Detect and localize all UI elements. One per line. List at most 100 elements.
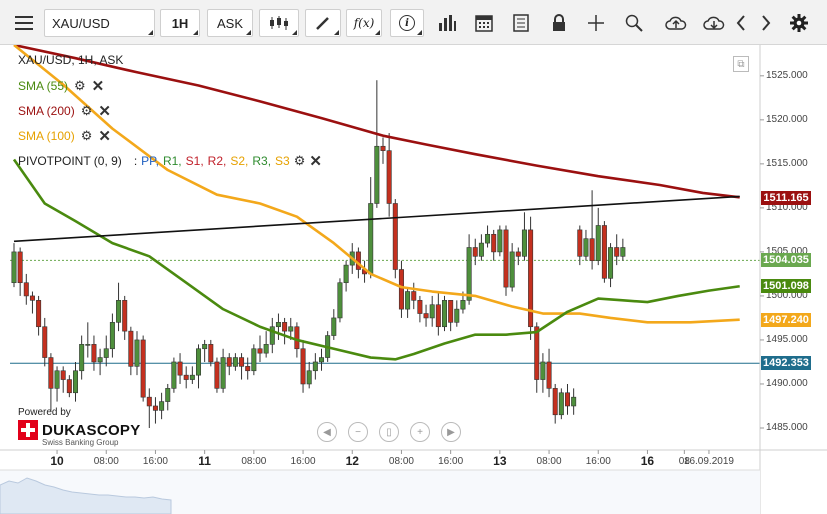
candle-body bbox=[226, 357, 232, 367]
gear-icon[interactable]: ⚙ bbox=[74, 78, 86, 93]
candle-body bbox=[85, 344, 91, 346]
close-icon[interactable]: ✕ bbox=[98, 103, 111, 120]
volume-button[interactable] bbox=[432, 9, 462, 37]
candle-body bbox=[122, 300, 128, 332]
candle-body bbox=[17, 251, 23, 284]
candle-body bbox=[589, 238, 595, 262]
zoom-in-icon[interactable]: + bbox=[410, 422, 430, 442]
candle-body bbox=[398, 269, 404, 310]
candle-body bbox=[386, 150, 392, 204]
upload-button[interactable] bbox=[658, 9, 694, 37]
hamburger-menu-icon[interactable] bbox=[10, 9, 38, 37]
scroll-left-icon[interactable]: ◀ bbox=[317, 422, 337, 442]
candle-body bbox=[435, 304, 441, 328]
pivot-s2: S2, bbox=[230, 154, 249, 168]
indicator-button[interactable]: f(x) bbox=[346, 9, 382, 37]
legend-sma-100[interactable]: SMA (100) ⚙ ✕ bbox=[18, 127, 111, 145]
zoom-button[interactable] bbox=[619, 9, 649, 37]
scroll-forward-button[interactable] bbox=[756, 9, 776, 37]
gear-icon[interactable]: ⚙ bbox=[293, 153, 306, 168]
candle-body bbox=[152, 405, 158, 411]
reset-icon[interactable]: ▯ bbox=[379, 422, 399, 442]
candle-body bbox=[478, 242, 484, 257]
candle-body bbox=[411, 291, 417, 301]
candle-body bbox=[288, 326, 294, 332]
price-tick-label: 1520.000 bbox=[766, 113, 808, 125]
candle-body bbox=[208, 344, 214, 363]
close-icon[interactable]: ✕ bbox=[91, 78, 105, 95]
chart-type-icon bbox=[270, 16, 288, 30]
legend-pivotpoint[interactable]: PIVOTPOINT (0, 9) : PP, R1, S1, R2, S2, … bbox=[18, 152, 322, 170]
candle-body bbox=[380, 145, 386, 151]
candle-body bbox=[374, 145, 380, 204]
price-tag: 1492.353 bbox=[761, 356, 811, 371]
candle-body bbox=[239, 357, 245, 367]
price-tick-label: 1505.000 bbox=[766, 245, 808, 257]
candle-body bbox=[601, 225, 607, 279]
candle-body bbox=[140, 339, 146, 398]
candle-body bbox=[183, 374, 189, 380]
legend-separator: : bbox=[133, 154, 138, 168]
time-tick-label: 08:00 bbox=[241, 456, 267, 467]
candle-body bbox=[42, 326, 48, 358]
candle-body bbox=[146, 396, 152, 407]
candle-body bbox=[429, 304, 435, 319]
news-button[interactable] bbox=[506, 9, 536, 37]
swiss-cross-icon bbox=[18, 420, 38, 440]
candle-body bbox=[300, 348, 306, 385]
symbol-selector[interactable]: XAU/USD bbox=[44, 9, 155, 37]
info-button[interactable]: i bbox=[390, 9, 424, 37]
candle-body bbox=[423, 313, 429, 319]
price-tick-label: 1490.000 bbox=[766, 377, 808, 389]
price-tag: 1504.035 bbox=[761, 253, 811, 268]
chart-panel[interactable]: XAU/USD, 1H, ASK SMA (55) ⚙ ✕ SMA (200) … bbox=[0, 45, 827, 514]
time-tick-label: 16:00 bbox=[438, 456, 464, 467]
candle-body bbox=[177, 361, 183, 376]
price-side-selector[interactable]: ASK bbox=[207, 9, 253, 37]
crosshair-button[interactable] bbox=[581, 9, 611, 37]
candle-body bbox=[503, 229, 509, 288]
legend-sma-200[interactable]: SMA (200) ⚙ ✕ bbox=[18, 102, 111, 120]
candle-body bbox=[620, 247, 626, 257]
scroll-right-icon[interactable]: ▶ bbox=[441, 422, 461, 442]
candle-body bbox=[91, 344, 97, 363]
candle-body bbox=[54, 370, 60, 389]
price-tag: 1511.165 bbox=[761, 190, 811, 205]
candle-body bbox=[564, 392, 570, 407]
chart-type-button[interactable] bbox=[259, 9, 299, 37]
dukascopy-logo[interactable]: DUKASCOPY Swiss Banking Group bbox=[18, 420, 141, 447]
candle-body bbox=[103, 348, 109, 358]
settings-button[interactable] bbox=[788, 9, 810, 37]
gear-icon[interactable]: ⚙ bbox=[80, 128, 93, 143]
candle-body bbox=[220, 357, 226, 389]
timeframe-selector[interactable]: 1H bbox=[160, 9, 200, 37]
calendar-button[interactable] bbox=[469, 9, 499, 37]
price-chart[interactable] bbox=[0, 45, 827, 514]
draw-button[interactable] bbox=[305, 9, 341, 37]
candle-body bbox=[312, 361, 318, 372]
time-tick-label: 16.09.2019 bbox=[683, 456, 734, 467]
candle-body bbox=[306, 370, 312, 385]
gear-icon bbox=[790, 14, 808, 32]
price-tick-label: 1495.000 bbox=[766, 333, 808, 345]
download-button[interactable] bbox=[696, 9, 732, 37]
legend-label: PIVOTPOINT (0, 9) bbox=[18, 154, 122, 168]
candle-body bbox=[66, 379, 72, 394]
candle-body bbox=[251, 348, 257, 372]
legend-sma-55[interactable]: SMA (55) ⚙ ✕ bbox=[18, 77, 104, 95]
expand-icon[interactable]: ⧉ bbox=[733, 56, 749, 72]
close-icon[interactable]: ✕ bbox=[309, 153, 322, 170]
zoom-out-icon[interactable]: − bbox=[348, 422, 368, 442]
candle-body bbox=[29, 295, 35, 301]
price-side-label: ASK bbox=[216, 15, 243, 31]
scroll-back-button[interactable] bbox=[731, 9, 751, 37]
candle-body bbox=[552, 388, 558, 416]
lock-button[interactable] bbox=[544, 9, 574, 37]
close-icon[interactable]: ✕ bbox=[98, 128, 111, 145]
candle-body bbox=[165, 388, 171, 402]
candle-body bbox=[405, 291, 411, 310]
candle-body bbox=[282, 322, 288, 332]
pivot-r2: R2, bbox=[207, 154, 227, 168]
gear-icon[interactable]: ⚙ bbox=[80, 103, 93, 118]
upload-icon bbox=[665, 16, 687, 30]
